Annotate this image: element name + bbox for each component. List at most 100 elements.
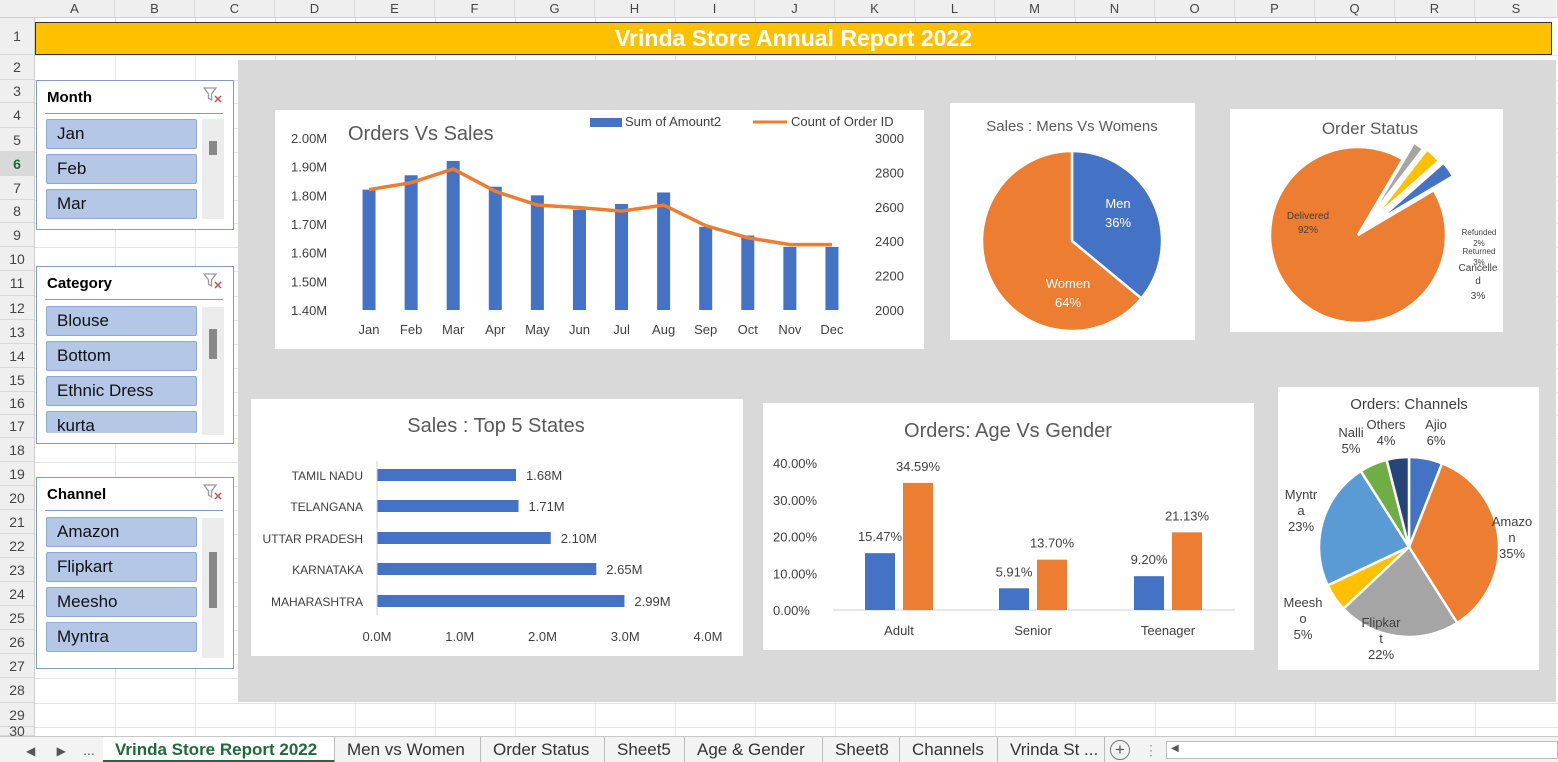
order-status-chart[interactable]: Order Status Delivered 92% Refunded 2% Retur…	[1230, 109, 1503, 332]
sales-bar[interactable]	[825, 246, 839, 310]
row-header-cell[interactable]: 29	[0, 703, 34, 727]
column-header-cell[interactable]: L	[915, 0, 995, 18]
sheet-tab[interactable]: Sheet5	[605, 737, 685, 762]
tab-more-button[interactable]: ...	[83, 742, 95, 758]
age-vs-gender-chart[interactable]: Orders: Age Vs Gender 40.00% 30.00% 20.00%…	[763, 403, 1254, 650]
row-header-cell[interactable]: 25	[0, 606, 34, 630]
age-gender-bar[interactable]	[1134, 576, 1164, 610]
column-header-cell[interactable]: S	[1475, 0, 1558, 18]
slicer-scrollbar[interactable]	[202, 307, 224, 435]
row-header-cell[interactable]: 30	[0, 724, 34, 738]
column-header-cell[interactable]: O	[1155, 0, 1235, 18]
add-sheet-button[interactable]: +	[1110, 740, 1130, 760]
pie-slice[interactable]	[1368, 141, 1425, 220]
mens-vs-womens-chart[interactable]: Sales : Mens Vs Womens Men 36% Women 64%	[950, 103, 1195, 340]
sheet-tab[interactable]: Men vs Women	[335, 737, 481, 762]
tab-prev-button[interactable]: ◀	[26, 744, 36, 758]
scrollbar-thumb[interactable]	[209, 329, 217, 359]
column-header-cell[interactable]: A	[35, 0, 115, 18]
column-header-cell[interactable]: N	[1075, 0, 1155, 18]
scrollbar-thumb[interactable]	[209, 141, 217, 155]
pie-slice[interactable]	[1268, 145, 1448, 325]
row-header-cell[interactable]: 27	[0, 654, 34, 678]
slicer-item-amazon[interactable]: Amazon	[46, 517, 197, 547]
slicer-item-kurta[interactable]: kurta	[46, 411, 197, 433]
slicer-item-flipkart[interactable]: Flipkart	[46, 552, 197, 582]
scrollbar-thumb[interactable]	[209, 552, 217, 608]
slicer-item-myntra[interactable]: Myntra	[46, 622, 197, 652]
row-header-cell[interactable]: 19	[0, 462, 34, 486]
horizontal-scrollbar[interactable]: ◀	[1166, 741, 1558, 759]
top-5-states-chart[interactable]: Sales : Top 5 States TAMIL NADU 1.68M TELA…	[251, 399, 743, 656]
state-bar[interactable]	[377, 469, 517, 481]
row-header-cell[interactable]: 24	[0, 582, 34, 606]
row-header-cell[interactable]: 9	[0, 223, 34, 247]
sales-bar[interactable]	[657, 192, 671, 310]
pie-slice[interactable]	[1070, 149, 1164, 301]
row-header-cell[interactable]: 2	[0, 55, 34, 80]
row-header-cell[interactable]: 16	[0, 392, 34, 415]
slicer-item-mar[interactable]: Mar	[46, 189, 197, 219]
column-header-cell[interactable]: F	[435, 0, 515, 18]
slicer-item-feb[interactable]: Feb	[46, 154, 197, 184]
pie-slice[interactable]	[1376, 160, 1455, 222]
row-header-cell[interactable]: 18	[0, 438, 34, 462]
row-header-cell[interactable]: 22	[0, 534, 34, 558]
row-header-cell[interactable]: 13	[0, 320, 34, 344]
slicer-scrollbar[interactable]	[202, 119, 224, 219]
row-header-cell[interactable]: 5	[0, 128, 34, 152]
orders-line[interactable]	[368, 167, 832, 247]
scroll-left-icon[interactable]: ◀	[1171, 743, 1179, 754]
tab-next-button[interactable]: ▶	[56, 744, 66, 758]
state-bar[interactable]	[377, 500, 519, 512]
row-header-cell[interactable]: 4	[0, 103, 34, 128]
age-gender-bar[interactable]	[1172, 532, 1202, 610]
slicer-scrollbar[interactable]	[202, 518, 224, 658]
slicer-item-jan[interactable]: Jan	[46, 119, 197, 149]
sheet-tab[interactable]: Sheet8	[823, 737, 900, 762]
sheet-tab[interactable]: Age & Gender	[685, 737, 823, 762]
slicer-item-meesho[interactable]: Meesho	[46, 587, 197, 617]
sales-bar[interactable]	[446, 160, 460, 310]
row-header-cell[interactable]: 20	[0, 486, 34, 510]
age-gender-bar[interactable]	[903, 482, 933, 610]
age-gender-bar[interactable]	[999, 588, 1029, 610]
column-header-cell[interactable]: M	[995, 0, 1075, 18]
sheet-tab[interactable]: Order Status	[481, 737, 605, 762]
row-header-cell[interactable]: 23	[0, 558, 34, 582]
age-gender-bar[interactable]	[865, 553, 895, 610]
row-header-cell[interactable]: 14	[0, 344, 34, 368]
row-header-cell[interactable]: 3	[0, 80, 34, 103]
sales-bar[interactable]	[362, 189, 376, 310]
row-header-cell[interactable]: 21	[0, 510, 34, 534]
pie-slice[interactable]	[980, 149, 1144, 333]
row-header-cell[interactable]: 26	[0, 630, 34, 654]
category-slicer[interactable]: Category Blouse Bottom Ethnic Dress kurt…	[36, 266, 234, 444]
column-header-cell[interactable]: R	[1395, 0, 1475, 18]
sales-bar[interactable]	[572, 209, 586, 310]
orders-channels-chart[interactable]: Orders: Channels Ajio 6% Amazo n 35% Flipkar t…	[1278, 387, 1539, 670]
state-bar[interactable]	[377, 595, 625, 607]
row-header-cell[interactable]: 17	[0, 415, 34, 438]
row-header-cell[interactable]: 11	[0, 271, 34, 296]
column-header-cell[interactable]: I	[675, 0, 755, 18]
state-bar[interactable]	[377, 563, 597, 575]
clear-filter-icon[interactable]	[203, 273, 223, 289]
sales-bar[interactable]	[404, 175, 418, 310]
row-header-cell[interactable]: 1	[0, 18, 34, 55]
column-header-cell[interactable]: K	[835, 0, 915, 18]
clear-filter-icon[interactable]	[203, 87, 223, 103]
sheet-tab[interactable]: Vrinda Store Report 2022	[103, 737, 335, 762]
clear-filter-icon[interactable]	[203, 484, 223, 500]
sales-bar[interactable]	[783, 246, 797, 310]
sales-bar[interactable]	[530, 195, 544, 310]
column-header-cell[interactable]: G	[515, 0, 595, 18]
sales-bar[interactable]	[488, 186, 502, 310]
row-header-cell[interactable]: 28	[0, 678, 34, 703]
row-header-cell[interactable]: 10	[0, 247, 34, 271]
column-header-cell[interactable]: H	[595, 0, 675, 18]
slicer-item-blouse[interactable]: Blouse	[46, 306, 197, 336]
tab-splitter-icon[interactable]: ⋮	[1144, 742, 1158, 758]
pie-slice[interactable]	[1372, 147, 1441, 220]
row-header-cell[interactable]: 12	[0, 296, 34, 320]
